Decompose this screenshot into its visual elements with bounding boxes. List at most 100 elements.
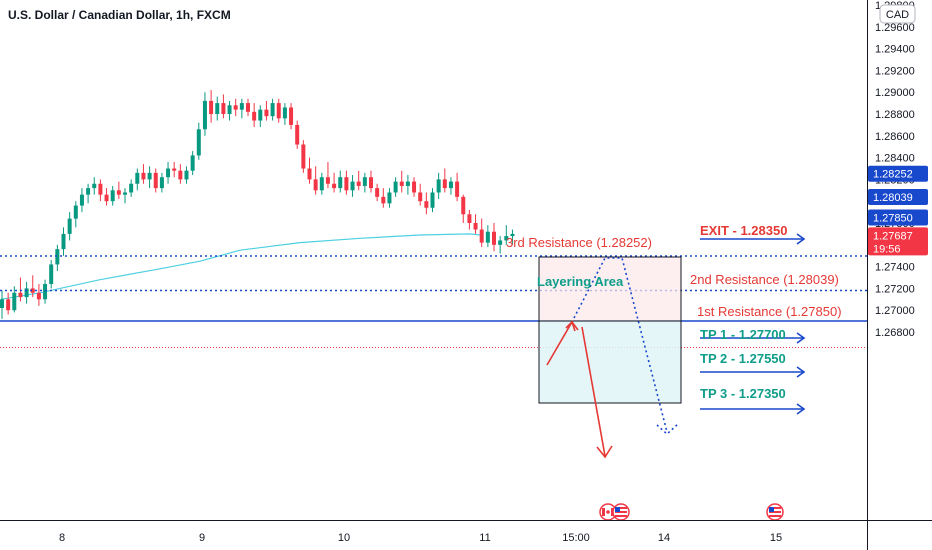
resistance-2-label: 2nd Resistance (1.28039) [690, 272, 839, 287]
candle-body [307, 168, 312, 180]
plot-area[interactable] [0, 0, 867, 520]
candle-body [184, 170, 189, 180]
candle-body [504, 236, 509, 241]
time-tick: 10 [338, 532, 350, 544]
time-axis[interactable]: 8 9 10 11 15:00 14 15 [59, 532, 782, 544]
price-tag [868, 227, 928, 256]
candle-body [147, 172, 152, 180]
candle-body [86, 188, 91, 195]
candle-body [455, 181, 460, 197]
candle-body [492, 231, 496, 245]
price-tick: 1.27200 [875, 283, 915, 295]
chart-title: U.S. Dollar / Canadian Dollar, 1h, FXCM [8, 8, 231, 22]
us-flag-icon[interactable] [612, 503, 630, 521]
candle-body [295, 124, 300, 145]
tp3-label: TP 3 - 1.27350 [700, 386, 786, 401]
resistance-3-label: 3rd Resistance (1.28252) [506, 235, 652, 250]
resistance-1-label: 1st Resistance (1.27850) [697, 304, 842, 319]
sell-path-arrow [546, 320, 613, 459]
candle-body [79, 194, 84, 206]
candle-body [393, 181, 398, 193]
candle-body [338, 177, 343, 189]
price-tick: 1.27400 [875, 262, 915, 274]
target-area-box [538, 320, 682, 404]
candle-body [313, 179, 318, 191]
price-tag-countdown: 19:56 [873, 243, 901, 255]
candle-body [227, 105, 232, 114]
exit-label: EXIT - 1.28350 [700, 223, 787, 238]
price-tag [868, 188, 928, 205]
moving-average-line [0, 233, 481, 300]
candle-body [0, 299, 4, 309]
price-tick: 1.28800 [875, 109, 915, 121]
candle-body [215, 103, 220, 114]
time-tick: 15 [770, 532, 782, 544]
candle-body [110, 190, 115, 202]
candle-body [233, 105, 238, 110]
candle-body [221, 103, 226, 114]
candle-body [473, 223, 478, 230]
candle-body [202, 100, 207, 130]
price-tag-label: 1.28039 [873, 192, 913, 204]
candle-body [344, 177, 349, 191]
price-tick: 1.29600 [875, 22, 915, 34]
candle-body [399, 181, 404, 186]
candle-body [289, 107, 294, 125]
candle-body [412, 181, 417, 193]
candle-body [159, 177, 164, 189]
candle-body [301, 144, 306, 169]
candle-body [436, 179, 441, 193]
candle-body [332, 183, 337, 189]
price-tick: 1.27000 [875, 305, 915, 317]
candle-body [381, 196, 386, 204]
annotation-arrows [700, 233, 806, 415]
candle-body [252, 111, 257, 121]
candle-body [49, 264, 54, 285]
candle-body [369, 177, 373, 189]
candle-body [356, 181, 361, 186]
currency-label: CAD [886, 9, 909, 21]
candle-body [209, 100, 214, 114]
candle-body [36, 292, 41, 300]
candle-body [166, 168, 171, 178]
candle-body [387, 192, 392, 204]
candle-body [246, 103, 250, 112]
candle-body [43, 284, 48, 300]
price-tick: 1.28600 [875, 131, 915, 143]
candle-body [405, 181, 410, 186]
price-tag [868, 165, 928, 182]
candle-body [325, 177, 330, 184]
candle-body [442, 179, 447, 189]
price-tick: 1.26800 [875, 327, 915, 339]
candle-body [141, 172, 146, 180]
candle-body [424, 201, 429, 208]
candle-body [73, 205, 78, 219]
time-tick: 11 [479, 532, 490, 544]
candle-body [98, 183, 103, 195]
candle-body [498, 240, 503, 245]
candle-body [172, 168, 177, 171]
currency-badge[interactable] [879, 4, 916, 24]
candles-layer [0, 90, 515, 319]
candle-body [24, 288, 29, 298]
candle-body [264, 109, 269, 117]
price-tag-label: 1.27850 [873, 213, 913, 225]
time-tick: 9 [199, 532, 205, 544]
layering-area-box [538, 256, 682, 322]
candle-body [67, 218, 72, 234]
candle-body [116, 190, 121, 195]
us-flag-icon[interactable] [766, 503, 784, 521]
candle-body [196, 129, 201, 156]
candle-body [135, 172, 140, 184]
candle-body [178, 170, 183, 180]
candle-body [55, 249, 60, 265]
candle-body [12, 292, 17, 311]
candle-body [61, 233, 66, 250]
price-tag [868, 209, 928, 226]
price-tag-label: 1.28252 [873, 169, 913, 181]
candle-body [479, 229, 484, 243]
projected-path-dotted [573, 257, 679, 436]
candle-body [430, 192, 435, 208]
candle-body [123, 192, 127, 195]
